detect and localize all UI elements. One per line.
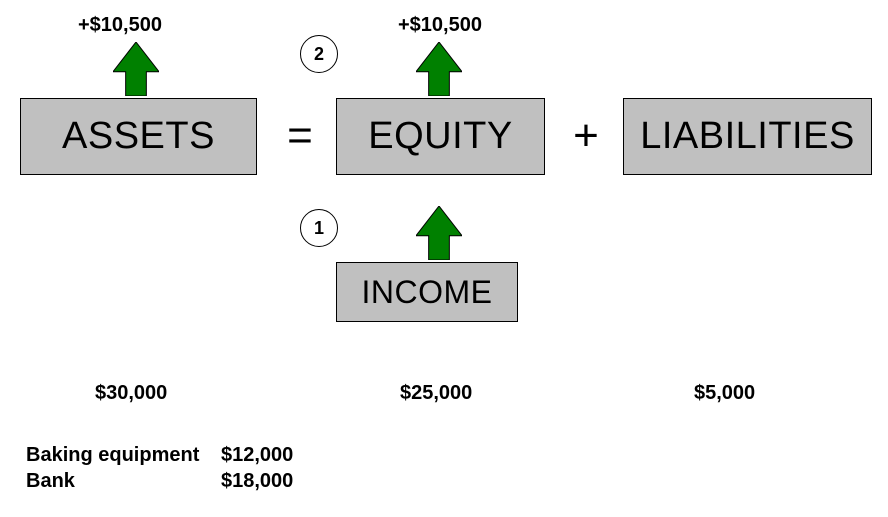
equity-box: EQUITY bbox=[336, 98, 545, 175]
income-up-arrow-icon bbox=[416, 206, 462, 260]
plus-operator: + bbox=[556, 98, 616, 173]
liabilities-total: $5,000 bbox=[694, 382, 755, 405]
equals-operator: = bbox=[270, 98, 330, 173]
income-box: INCOME bbox=[336, 262, 518, 322]
asset-detail-row: Bank$18,000 bbox=[26, 468, 293, 494]
asset-detail-label: Baking equipment bbox=[26, 442, 221, 468]
asset-detail-value: $12,000 bbox=[221, 442, 293, 468]
step-badge-2: 2 bbox=[300, 35, 338, 73]
asset-details: Baking equipment$12,000Bank$18,000 bbox=[26, 442, 293, 494]
assets-change-amount: +$10,500 bbox=[78, 14, 162, 37]
asset-detail-row: Baking equipment$12,000 bbox=[26, 442, 293, 468]
equity-change-amount: +$10,500 bbox=[398, 14, 482, 37]
asset-detail-value: $18,000 bbox=[221, 468, 293, 494]
liabilities-box: LIABILITIES bbox=[623, 98, 872, 175]
equity-up-arrow-icon bbox=[416, 42, 462, 96]
assets-up-arrow-icon bbox=[113, 42, 159, 96]
asset-detail-label: Bank bbox=[26, 468, 221, 494]
step-badge-1: 1 bbox=[300, 209, 338, 247]
assets-box: ASSETS bbox=[20, 98, 257, 175]
assets-total: $30,000 bbox=[95, 382, 167, 405]
equity-total: $25,000 bbox=[400, 382, 472, 405]
